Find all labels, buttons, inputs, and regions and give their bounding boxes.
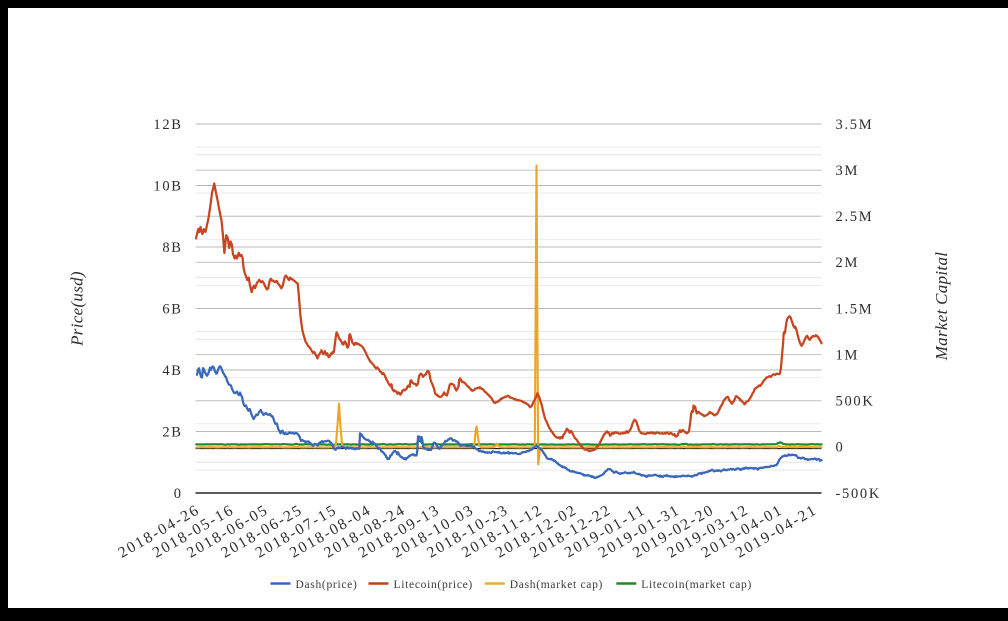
svg-text:2M: 2M	[836, 255, 860, 271]
svg-text:-500K: -500K	[836, 486, 882, 502]
svg-text:2B: 2B	[162, 424, 182, 440]
svg-text:Dash(price): Dash(price)	[296, 579, 358, 591]
svg-text:Price(usd): Price(usd)	[68, 271, 87, 347]
svg-text:3M: 3M	[836, 163, 860, 179]
svg-text:3.5M: 3.5M	[836, 117, 874, 133]
svg-text:8B: 8B	[162, 240, 182, 256]
svg-text:4B: 4B	[162, 363, 182, 379]
svg-text:0: 0	[836, 440, 845, 456]
svg-text:1.5M: 1.5M	[836, 301, 874, 317]
svg-text:6B: 6B	[162, 301, 182, 317]
svg-text:500K: 500K	[836, 394, 875, 410]
svg-text:12B: 12B	[153, 117, 182, 133]
svg-text:Litecoin(price): Litecoin(price)	[394, 579, 473, 591]
svg-text:1M: 1M	[836, 347, 860, 363]
svg-text:Litecoin(market cap): Litecoin(market cap)	[641, 579, 752, 591]
svg-text:0: 0	[174, 486, 183, 502]
svg-text:2.5M: 2.5M	[836, 209, 874, 225]
svg-text:10B: 10B	[153, 178, 182, 194]
svg-text:Dash(market cap): Dash(market cap)	[510, 579, 603, 591]
svg-text:Market Capital: Market Capital	[932, 252, 951, 362]
